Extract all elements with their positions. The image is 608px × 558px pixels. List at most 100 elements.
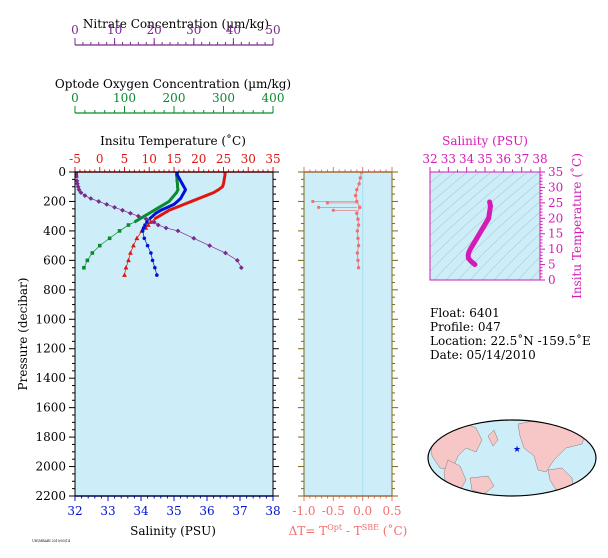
delta-point (355, 211, 359, 215)
ts-temp-tick-label: 25 (548, 196, 563, 210)
nitrate-point (223, 250, 228, 256)
temperature-point (145, 222, 151, 227)
delta-series-group (311, 172, 364, 270)
nitrate-tick-label: 40 (226, 23, 241, 37)
salinity-tick-label: 36 (199, 504, 214, 518)
temperature-tick-label: 30 (241, 152, 256, 166)
density-contour (430, 172, 516, 248)
nitrate-point (175, 228, 181, 234)
nitrate-point (112, 204, 117, 210)
float-id: Float: 6401 (430, 306, 500, 320)
pressure-tick-label: 600 (43, 253, 66, 267)
ts-diagram-panel: Salinity (PSU) 32 33 34 35 36 37 3805101520253… (422, 134, 584, 299)
oxygen-tick-label: 0 (71, 91, 79, 105)
delta-point (356, 223, 361, 227)
salinity-axis-label: Salinity (PSU) (130, 524, 216, 538)
density-contour (430, 172, 528, 260)
ts-temp-tick-label: 35 (548, 165, 563, 179)
temperature-axis-label: Insitu Temperature (˚C) (100, 133, 246, 148)
oxygen-point (97, 243, 102, 248)
nitrate-point (155, 222, 161, 228)
delta-point (356, 258, 360, 263)
nitrate-point (75, 181, 80, 187)
pressure-tick-label: 1600 (35, 401, 66, 415)
density-contour (430, 172, 504, 236)
nitrate-point (151, 219, 157, 225)
delta-point (357, 182, 361, 186)
salinity-tick-label: 33 (100, 504, 115, 518)
pressure-axis-label: Pressure (decibar) (16, 278, 30, 391)
temperature-tick-label: 5 (121, 152, 129, 166)
oxygen-tick-label: 200 (163, 91, 186, 105)
density-contour (458, 201, 540, 280)
float-info: Float: 6401 Profile: 047 Location: 22.5˚… (430, 306, 591, 362)
nitrate-tick-group: 0 10 20 30 40 50 (71, 23, 281, 46)
location: Location: 22.5˚N -159.5˚E (430, 333, 591, 348)
oxygen-point (107, 236, 112, 241)
density-contour (430, 172, 540, 272)
ts-salinity-tick-label: 34 (459, 152, 475, 166)
ts-salinity-tick-label: 35 (477, 152, 492, 166)
nitrate-axis-label: Nitrate Concentration (µm/kg) (83, 17, 269, 31)
salinity-tick-label: 34 (133, 504, 149, 518)
nitrate-point (143, 216, 149, 222)
ts-salinity-tick-label: 36 (496, 152, 511, 166)
nitrate-point (234, 257, 240, 263)
temperature-point (134, 235, 140, 241)
oxygen-tick-label: 400 (262, 91, 285, 105)
delta-t-panel: -1.0 -0.5 0.0 0.5 ΔT= TOpt - TSBE (˚C) (289, 167, 407, 538)
pressure-tick-label: 1200 (35, 342, 66, 356)
pressure-tick-label: 2200 (35, 489, 66, 503)
delta-point (356, 243, 361, 248)
oxygen-axis-label: Optode Oxygen Concentration (µm/kg) (55, 77, 291, 91)
oxygen-tick-label: 100 (113, 91, 136, 105)
nitrate-point (207, 243, 213, 249)
ts-temp-tick-label: 15 (548, 227, 563, 241)
oxygen-point (117, 229, 122, 233)
salinity-point (155, 273, 159, 277)
pressure-tick-label: 800 (43, 283, 66, 297)
temperature-point (123, 265, 129, 270)
delta-line (355, 172, 362, 268)
nitrate-point (120, 207, 125, 213)
nitrate-point (238, 265, 244, 271)
ts-curve (465, 199, 493, 268)
nitrate-tick-label: 0 (71, 23, 79, 37)
temperature-tick-label: 0 (96, 152, 104, 166)
delta-point (358, 176, 363, 180)
oxygen-point (126, 223, 131, 227)
salinity-point (141, 226, 146, 230)
pressure-tick-label: 1800 (35, 430, 66, 444)
temperature-tick-label: 15 (166, 152, 181, 166)
ts-temp-tick-label: 20 (548, 211, 563, 225)
ts-salinity-tick-label: 32 (422, 152, 437, 166)
oxygen-point (82, 265, 86, 270)
salinity-tick-label: 35 (166, 504, 181, 518)
main-profile-panel: Insitu Temperature (˚C) -5 0 5 10 15 20 25 30 35… (16, 133, 281, 543)
pressure-tick-label: 2000 (35, 460, 66, 474)
pressure-tick-label: 200 (43, 194, 66, 208)
delta-spike-point (311, 199, 315, 204)
nitrate-point (128, 210, 133, 216)
delta-plot-area (304, 172, 392, 496)
delta-tick-label: -1.0 (292, 504, 315, 518)
density-contour (494, 233, 540, 280)
float-location-marker: ★ (513, 445, 521, 455)
oxygen-point (85, 258, 90, 263)
map-land (429, 420, 596, 496)
nitrate-point (96, 199, 102, 204)
temperature-tick-label: 35 (265, 152, 280, 166)
nitrate-point (82, 193, 88, 198)
pressure-tick-label: 0 (58, 165, 66, 179)
ts-series-group (465, 199, 493, 268)
nitrate-point (104, 202, 110, 207)
ts-temp-tick-label: 0 (548, 273, 556, 287)
nitrate-point (75, 178, 80, 184)
salinity-tick-label: 32 (67, 504, 82, 518)
salinity-point (153, 265, 157, 270)
nitrate-point (78, 190, 84, 196)
temperature-point (128, 250, 133, 255)
footer-stamp: UW/MBARI 2010/05/14 (32, 539, 70, 543)
salinity-point (143, 223, 147, 227)
